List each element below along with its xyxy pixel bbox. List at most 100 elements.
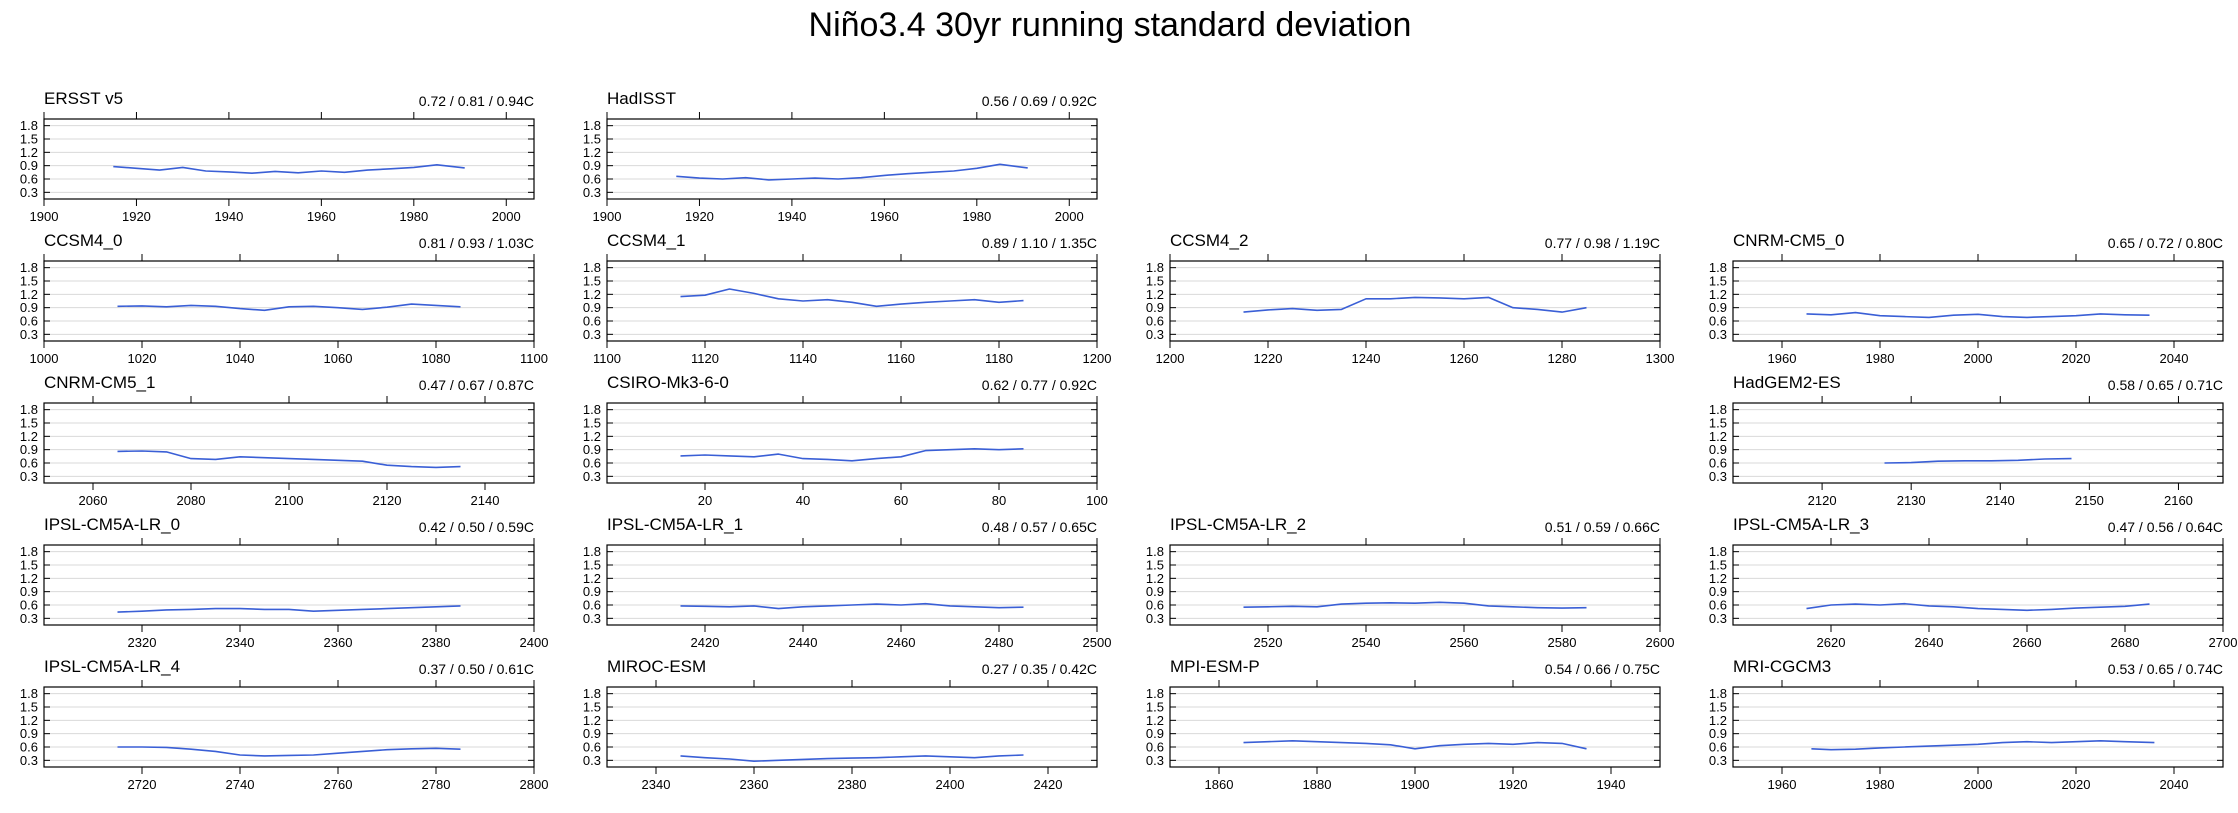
x-tick-label: 2020 [2062,777,2091,792]
y-tick-label: 1.2 [583,287,601,302]
series-line [113,164,465,174]
x-tick-label: 2620 [1817,635,1846,650]
y-tick-label: 0.9 [20,584,38,599]
y-tick-label: 0.6 [583,456,601,471]
plot-frame [43,118,535,200]
x-tick-label: 1960 [307,209,336,224]
chart-panel: 0.30.60.91.21.51.8 1900 1920 1940 1960 1980 20… [583,89,1098,224]
panel-title: MIROC-ESM [607,657,706,676]
panel-title: CNRM-CM5_1 [44,373,155,392]
y-tick-label: 0.9 [583,584,601,599]
x-tick-label: 2040 [2160,351,2189,366]
chart-panel: 0.30.60.91.21.51.8 1000 1020 1040 1060 1080 11… [20,231,548,366]
y-tick-label: 1.8 [20,402,38,417]
y-tick-label: 0.3 [20,469,38,484]
x-tick-label: 1260 [1450,351,1479,366]
y-tick-label: 0.9 [1146,300,1164,315]
chart-panel: 0.30.60.91.21.51.8 1960 1980 2000 2020 2040 CN… [1709,231,2224,366]
y-tick-label: 0.9 [20,158,38,173]
x-tick-label: 1280 [1548,351,1577,366]
series-line [1884,457,2072,464]
y-tick-label: 0.3 [1146,753,1164,768]
y-tick-label: 1.8 [20,544,38,559]
y-tick-label: 0.9 [583,442,601,457]
y-tick-label: 0.6 [20,172,38,187]
y-tick-label: 0.9 [1146,584,1164,599]
y-tick-label: 1.2 [1709,713,1727,728]
y-tick-label: 1.8 [1709,402,1727,417]
y-tick-label: 0.3 [583,611,601,626]
x-tick-label: 1020 [128,351,157,366]
x-tick-label: 2640 [1915,635,1944,650]
plot-frame [43,402,535,484]
x-tick-label: 2460 [887,635,916,650]
x-tick-label: 2480 [985,635,1014,650]
x-tick-label: 2100 [275,493,304,508]
x-tick-label: 2400 [520,635,549,650]
series-line [680,602,1024,610]
series-line [676,163,1028,181]
plot-frame [606,260,1098,342]
y-tick-label: 1.8 [20,260,38,275]
x-tick-label: 2160 [2164,493,2193,508]
plot-frame [606,544,1098,626]
plot-frame [43,544,535,626]
x-tick-label: 2800 [520,777,549,792]
y-tick-label: 1.2 [583,713,601,728]
y-tick-label: 0.6 [1709,740,1727,755]
x-tick-label: 1000 [30,351,59,366]
panel-stats: 0.53 / 0.65 / 0.74C [2108,661,2223,677]
x-tick-label: 1900 [30,209,59,224]
panel-stats: 0.77 / 0.98 / 1.19C [1545,235,1660,251]
y-tick-label: 0.9 [1146,726,1164,741]
panel-title: IPSL-CM5A-LR_1 [607,515,743,534]
y-tick-label: 0.3 [583,469,601,484]
series-line [117,303,461,312]
y-tick-label: 1.5 [20,416,38,431]
series-line [680,447,1024,462]
x-tick-label: 1920 [685,209,714,224]
y-tick-label: 1.5 [20,700,38,715]
x-tick-label: 2000 [492,209,521,224]
y-tick-label: 1.5 [583,132,601,147]
x-tick-label: 1880 [1303,777,1332,792]
x-tick-label: 2360 [740,777,769,792]
y-tick-label: 1.2 [20,145,38,160]
y-tick-label: 1.8 [1709,686,1727,701]
x-tick-label: 2000 [1964,777,1993,792]
y-tick-label: 0.6 [20,740,38,755]
y-tick-label: 0.3 [583,753,601,768]
x-tick-label: 2760 [324,777,353,792]
panel-stats: 0.89 / 1.10 / 1.35C [982,235,1097,251]
panel-stats: 0.58 / 0.65 / 0.71C [2108,377,2223,393]
y-tick-label: 1.8 [1146,544,1164,559]
y-tick-label: 1.8 [583,686,601,701]
y-tick-label: 1.2 [1709,287,1727,302]
chart-panel: 0.30.60.91.21.51.8 2620 2640 2660 2680 2700 IP… [1709,515,2238,650]
y-tick-label: 1.5 [20,274,38,289]
x-tick-label: 2000 [1055,209,1084,224]
y-tick-label: 0.9 [20,726,38,741]
x-tick-label: 1980 [962,209,991,224]
series-line [680,288,1024,308]
x-tick-label: 2140 [1986,493,2015,508]
x-tick-label: 1980 [1866,351,1895,366]
y-tick-label: 1.5 [1709,558,1727,573]
x-tick-label: 2420 [1034,777,1063,792]
plot-frame [43,686,535,768]
x-tick-label: 1860 [1205,777,1234,792]
y-tick-label: 0.6 [20,456,38,471]
x-tick-label: 1080 [422,351,451,366]
y-tick-label: 1.5 [1709,274,1727,289]
figure-title: Niño3.4 30yr running standard deviation [809,6,1412,44]
x-tick-label: 1920 [1499,777,1528,792]
x-tick-label: 2780 [422,777,451,792]
x-tick-label: 1960 [1768,351,1797,366]
series-line [117,450,461,469]
y-tick-label: 0.9 [1709,442,1727,457]
plot-frame [1732,402,2224,484]
chart-panel: 0.30.60.91.21.51.8 2420 2440 2460 2480 2500 IP… [583,515,1112,650]
x-tick-label: 1040 [226,351,255,366]
y-tick-label: 1.8 [583,260,601,275]
x-tick-label: 1200 [1156,351,1185,366]
